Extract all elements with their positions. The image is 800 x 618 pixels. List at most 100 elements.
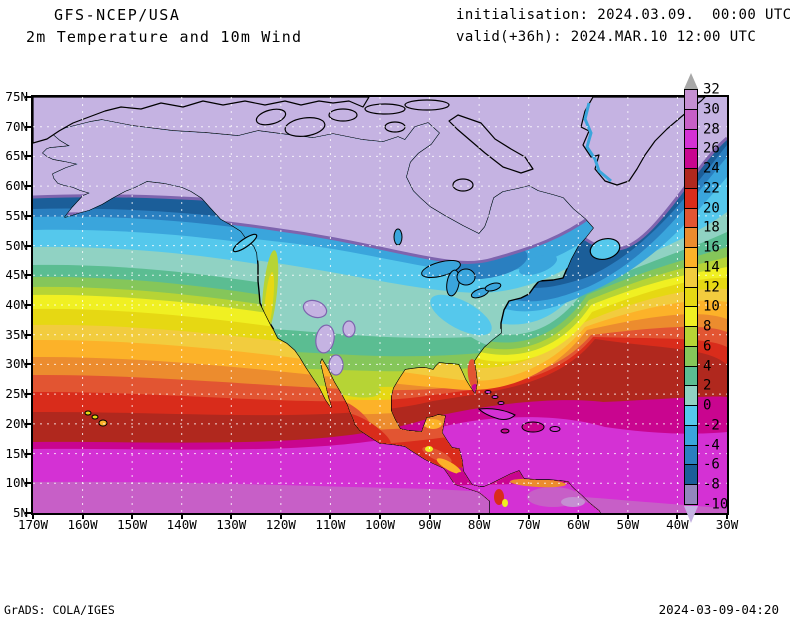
lon-tick-label: 120W xyxy=(265,517,296,532)
siberia-landmass xyxy=(33,97,370,144)
lon-tick-mark xyxy=(180,513,183,519)
colorbar-level-label: 12 xyxy=(703,279,720,296)
lon-tick-mark xyxy=(676,513,679,519)
colorbar-under-range-arrow xyxy=(684,505,698,523)
colorbar-level-label: 32 xyxy=(703,81,720,98)
colorbar-level-label: 8 xyxy=(703,318,712,335)
lon-tick-label: 110W xyxy=(315,517,346,532)
colorbar-segment xyxy=(685,346,697,367)
lon-tick-mark xyxy=(32,513,34,519)
colorbar-level-label: 4 xyxy=(703,358,712,375)
colorbar-segment xyxy=(685,425,697,446)
lat-tick-label: 40N xyxy=(5,297,28,312)
lon-tick-label: 30W xyxy=(715,517,739,532)
lat-tick-mark xyxy=(25,363,31,366)
colorbar-segment xyxy=(685,386,697,406)
cuba-island xyxy=(477,408,516,420)
lon-tick-label: 80W xyxy=(467,517,491,532)
lat-tick-mark xyxy=(25,393,31,396)
colorbar-segment xyxy=(685,208,697,229)
great-lakes xyxy=(393,228,502,299)
temperature-map xyxy=(33,97,727,513)
grads-credit-label: GrADS: COLA/IGES xyxy=(4,603,115,617)
lon-tick-label: 50W xyxy=(616,517,640,532)
lon-tick-label: 60W xyxy=(566,517,590,532)
field-subtitle: 2m Temperature and 10m Wind xyxy=(26,28,303,46)
lat-tick-mark xyxy=(25,274,31,277)
colorbar-level-label: 18 xyxy=(703,220,720,237)
lat-tick-mark xyxy=(25,482,31,485)
colorbar-segment xyxy=(685,307,697,327)
model-title: GFS-NCEP/USA xyxy=(54,6,181,24)
lat-tick-label: 65N xyxy=(5,148,28,164)
lon-tick-mark xyxy=(329,513,332,519)
colorbar-level-label: -6 xyxy=(703,457,720,474)
colorbar-level-label: 14 xyxy=(703,259,720,276)
lat-tick-mark xyxy=(25,96,31,98)
lon-tick-label: 140W xyxy=(166,517,197,532)
lat-tick-mark xyxy=(25,214,31,217)
colorbar-scale xyxy=(684,89,698,505)
lon-tick-label: 90W xyxy=(418,517,441,532)
lon-tick-label: 40W xyxy=(666,517,689,532)
colorbar-segment xyxy=(685,267,697,288)
lat-tick-label: 5N xyxy=(12,505,28,520)
lat-tick-mark xyxy=(25,185,31,188)
colorbar-level-label: 28 xyxy=(703,121,720,138)
colorbar-segment xyxy=(685,445,697,466)
colorbar-segment xyxy=(685,327,697,347)
lat-tick-label: 25N xyxy=(5,386,28,402)
colorbar-segment xyxy=(685,485,697,504)
colorbar-level-label: 0 xyxy=(703,397,712,414)
lat-tick-label: 30N xyxy=(5,356,28,372)
lat-tick-mark xyxy=(25,155,31,158)
baffin-island xyxy=(448,114,534,174)
colorbar-segment xyxy=(685,109,697,130)
colorbar-segment xyxy=(685,169,697,189)
lat-tick-mark xyxy=(25,244,31,247)
lon-tick-mark xyxy=(131,513,134,519)
colorbar-segment xyxy=(685,366,697,387)
colorbar-level-label: -8 xyxy=(703,476,720,493)
colorbar-segment xyxy=(685,188,697,209)
colorbar-segment xyxy=(685,90,697,110)
lon-tick-mark xyxy=(230,513,233,519)
lon-tick-mark xyxy=(279,513,282,519)
hawaii-islands xyxy=(84,410,108,427)
lon-tick-label: 170W xyxy=(17,517,49,532)
colorbar-level-label: 2 xyxy=(703,378,712,395)
lon-tick-label: 160W xyxy=(67,517,98,532)
colorbar-level-label: 30 xyxy=(703,101,720,118)
colorbar-level-label: -4 xyxy=(703,437,720,454)
lon-tick-label: 130W xyxy=(216,517,247,532)
vancouver-island xyxy=(232,233,258,253)
newfoundland-island xyxy=(589,237,621,261)
islands xyxy=(33,97,706,261)
valid-time-label: valid(+36h): 2024.MAR.10 12:00 UTC xyxy=(456,29,757,45)
colorbar-segment xyxy=(685,228,697,248)
lon-tick-mark xyxy=(478,513,481,519)
greenland-coast-melt-band xyxy=(583,102,612,183)
lat-tick-label: 15N xyxy=(5,445,28,461)
colorbar-over-range-arrow xyxy=(684,73,698,89)
colorbar-level-label: 20 xyxy=(703,200,720,217)
hispaniola-island xyxy=(521,421,545,433)
colorbar-segment xyxy=(685,248,697,268)
colorbar-level-label: 10 xyxy=(703,299,720,316)
colorbar-segment xyxy=(685,465,697,485)
lat-tick-mark xyxy=(25,304,31,306)
lon-tick-mark xyxy=(428,513,431,519)
lat-tick-label: 50N xyxy=(5,237,28,253)
lon-tick-mark xyxy=(527,513,530,519)
lat-tick-label: 55N xyxy=(5,207,28,223)
lat-tick-mark xyxy=(25,452,31,455)
colorbar-segment xyxy=(685,287,697,308)
lon-tick-label: 70W xyxy=(517,517,540,532)
lon-tick-mark xyxy=(726,513,728,519)
lon-tick-mark xyxy=(626,513,629,519)
lon-tick-mark xyxy=(577,513,580,519)
colorbar-segment xyxy=(685,129,697,150)
lon-tick-mark xyxy=(379,513,381,519)
lat-tick-mark xyxy=(25,512,31,514)
colorbar-level-label: -10 xyxy=(703,496,729,513)
